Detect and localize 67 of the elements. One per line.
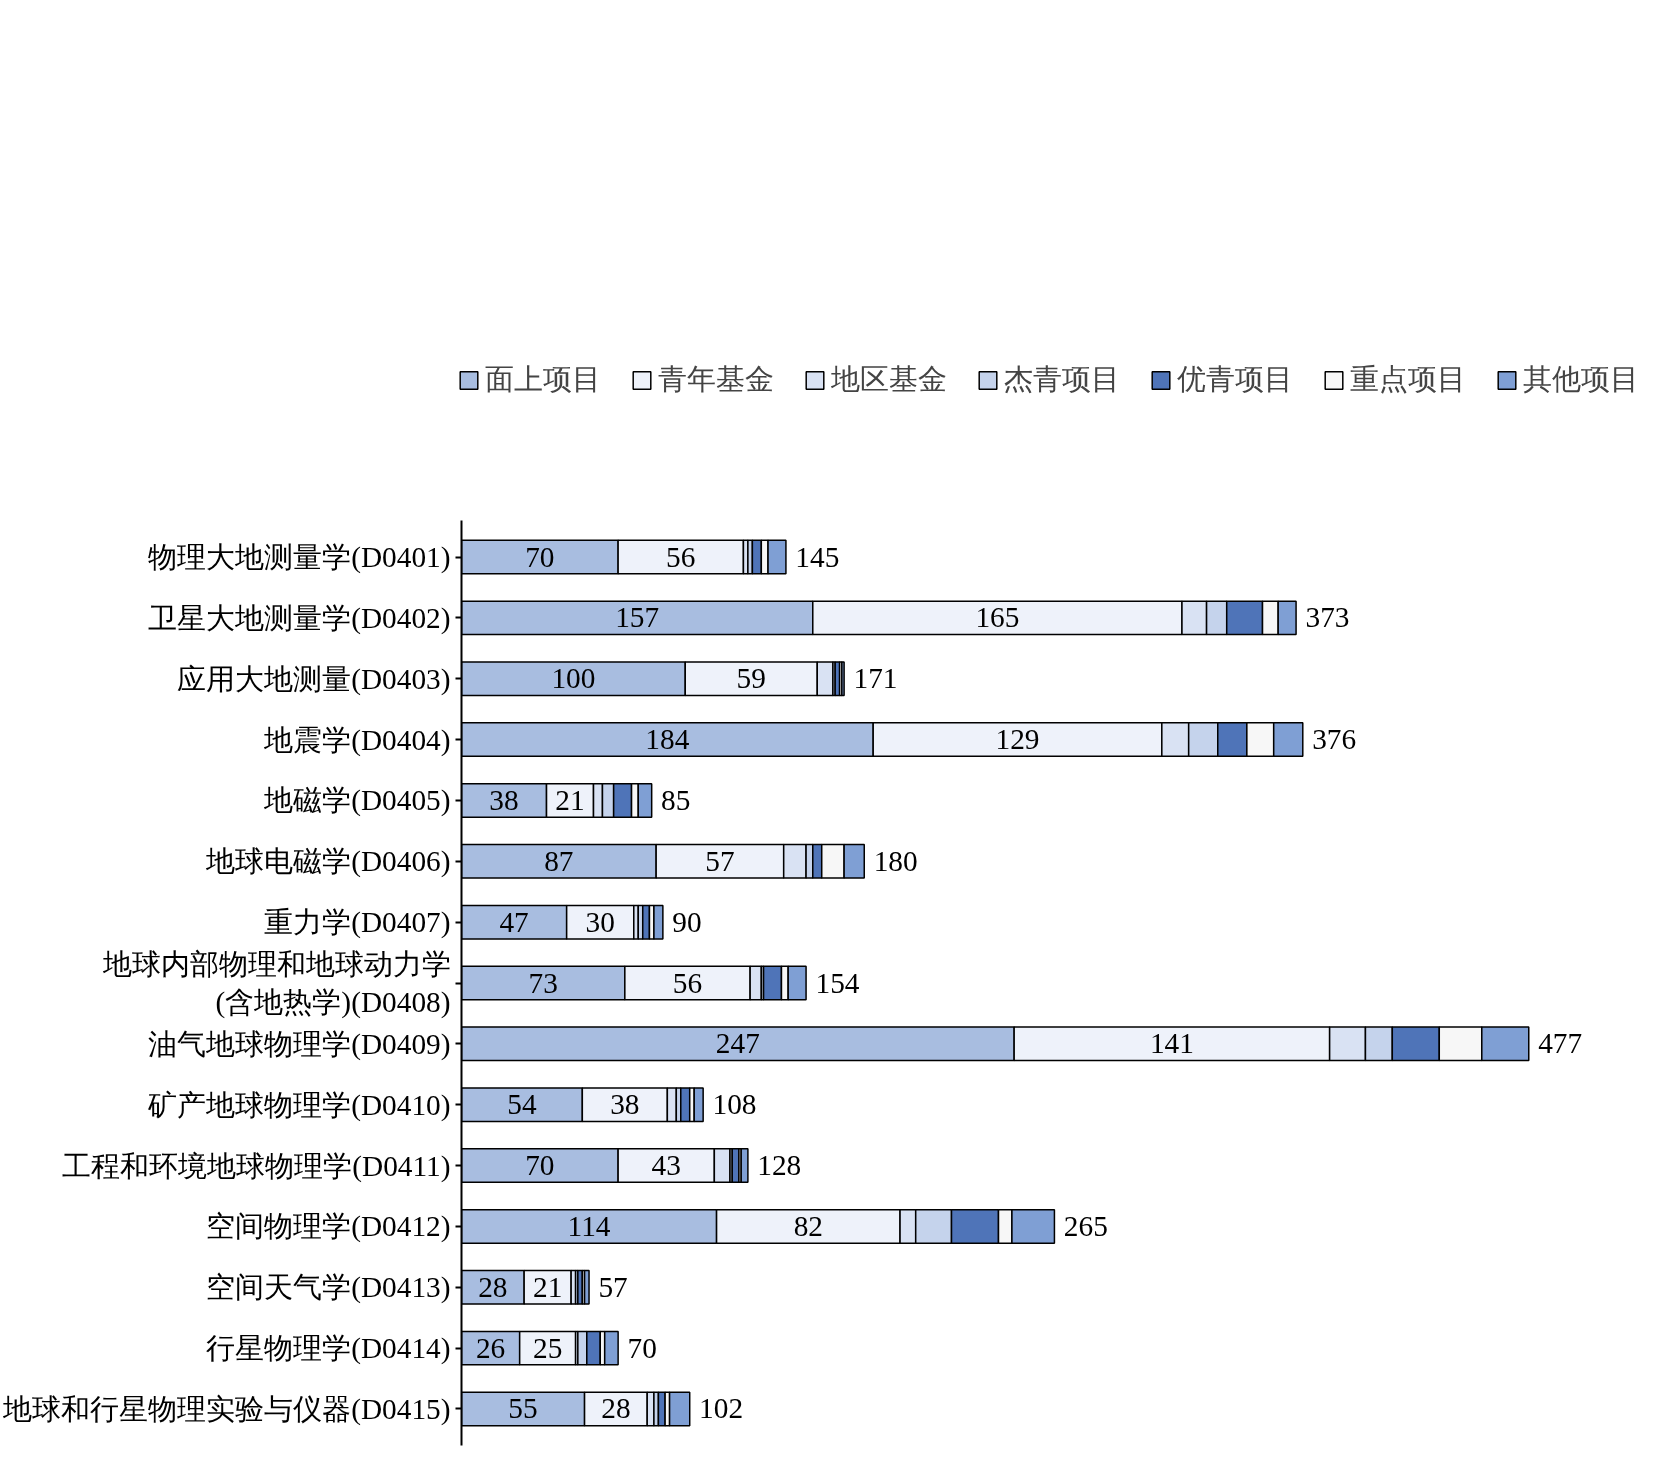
total-label: 70 (627, 1331, 657, 1364)
data-label: 129 (995, 723, 1040, 756)
total-label: 108 (712, 1088, 757, 1121)
y-tick-label: 空间天气学(D0413) (206, 1271, 451, 1305)
total-label: 154 (815, 966, 860, 999)
legend-label: 青年基金 (657, 361, 774, 398)
data-label: 43 (651, 1149, 681, 1182)
total-label: 180 (873, 844, 918, 877)
data-label: 82 (793, 1209, 823, 1242)
y-tick-label: 行星物理学(D0414) (206, 1332, 451, 1366)
data-label: 141 (1149, 1027, 1194, 1060)
data-label: 26 (475, 1331, 506, 1364)
data-label: 56 (672, 966, 703, 999)
data-label: 114 (567, 1209, 611, 1242)
data-label: 55 (508, 1392, 538, 1425)
data-label: 73 (528, 966, 558, 999)
data-label: 25 (532, 1331, 563, 1364)
data-label: 21 (532, 1270, 563, 1303)
total-label: 128 (757, 1149, 802, 1182)
data-label: 87 (544, 844, 574, 877)
y-tick-label: 矿产地球物理学(D0410) (147, 1088, 451, 1122)
data-label: 184 (645, 723, 690, 756)
total-label: 477 (1538, 1027, 1583, 1060)
total-label: 102 (699, 1392, 744, 1425)
total-label: 171 (853, 662, 898, 695)
y-tick-label: 卫星大地测量学(D0402) (148, 601, 451, 635)
legend-label: 地区基金 (830, 361, 947, 398)
total-label: 265 (1063, 1209, 1108, 1242)
data-label: 30 (585, 905, 615, 938)
data-label: 100 (551, 662, 596, 695)
legend-label: 其他项目 (1522, 361, 1639, 398)
data-label: 247 (715, 1027, 760, 1060)
data-label: 70 (525, 540, 555, 573)
y-tick-label: 地球内部物理和地球动力学 (含地热学)(D0408) (101, 947, 451, 1020)
y-tick-label: 重力学(D0407) (264, 906, 451, 940)
y-tick-label: 应用大地测量(D0403) (177, 662, 451, 696)
data-label: 28 (478, 1270, 508, 1303)
total-label: 373 (1305, 601, 1350, 634)
y-tick-label: 地球和行星物理实验与仪器(D0415) (2, 1392, 451, 1426)
y-tick-label: 地球电磁学(D0406) (205, 845, 451, 879)
data-label: 59 (736, 662, 766, 695)
total-label: 145 (795, 540, 840, 573)
data-label: 56 (666, 540, 696, 573)
legend-label: 面上项目 (484, 361, 601, 398)
legend-label: 优青项目 (1176, 361, 1293, 398)
data-label: 21 (555, 783, 585, 816)
legend-label: 重点项目 (1349, 361, 1466, 398)
total-label: 376 (1312, 723, 1357, 756)
legend-label: 杰青项目 (1003, 361, 1120, 398)
y-tick-label: 工程和环境地球物理学(D0411) (62, 1149, 451, 1183)
y-tick-label: 油气地球物理学(D0409) (148, 1027, 451, 1061)
total-label: 57 (598, 1270, 628, 1303)
total-label: 85 (661, 783, 691, 816)
data-label: 165 (975, 601, 1020, 634)
y-tick-label: 物理大地测量学(D0401) (148, 541, 451, 575)
data-label: 47 (499, 905, 529, 938)
data-label: 57 (705, 844, 735, 877)
data-label: 28 (601, 1392, 631, 1425)
data-label: 54 (507, 1088, 537, 1121)
y-tick-label: 地磁学(D0405) (263, 784, 451, 818)
data-label: 38 (489, 783, 519, 816)
data-label: 70 (525, 1149, 555, 1182)
y-tick-label: 地震学(D0404) (263, 723, 451, 757)
data-label: 38 (610, 1088, 640, 1121)
data-label: 157 (615, 601, 660, 634)
total-label: 90 (672, 905, 702, 938)
y-tick-label: 空间物理学(D0412) (206, 1210, 451, 1244)
